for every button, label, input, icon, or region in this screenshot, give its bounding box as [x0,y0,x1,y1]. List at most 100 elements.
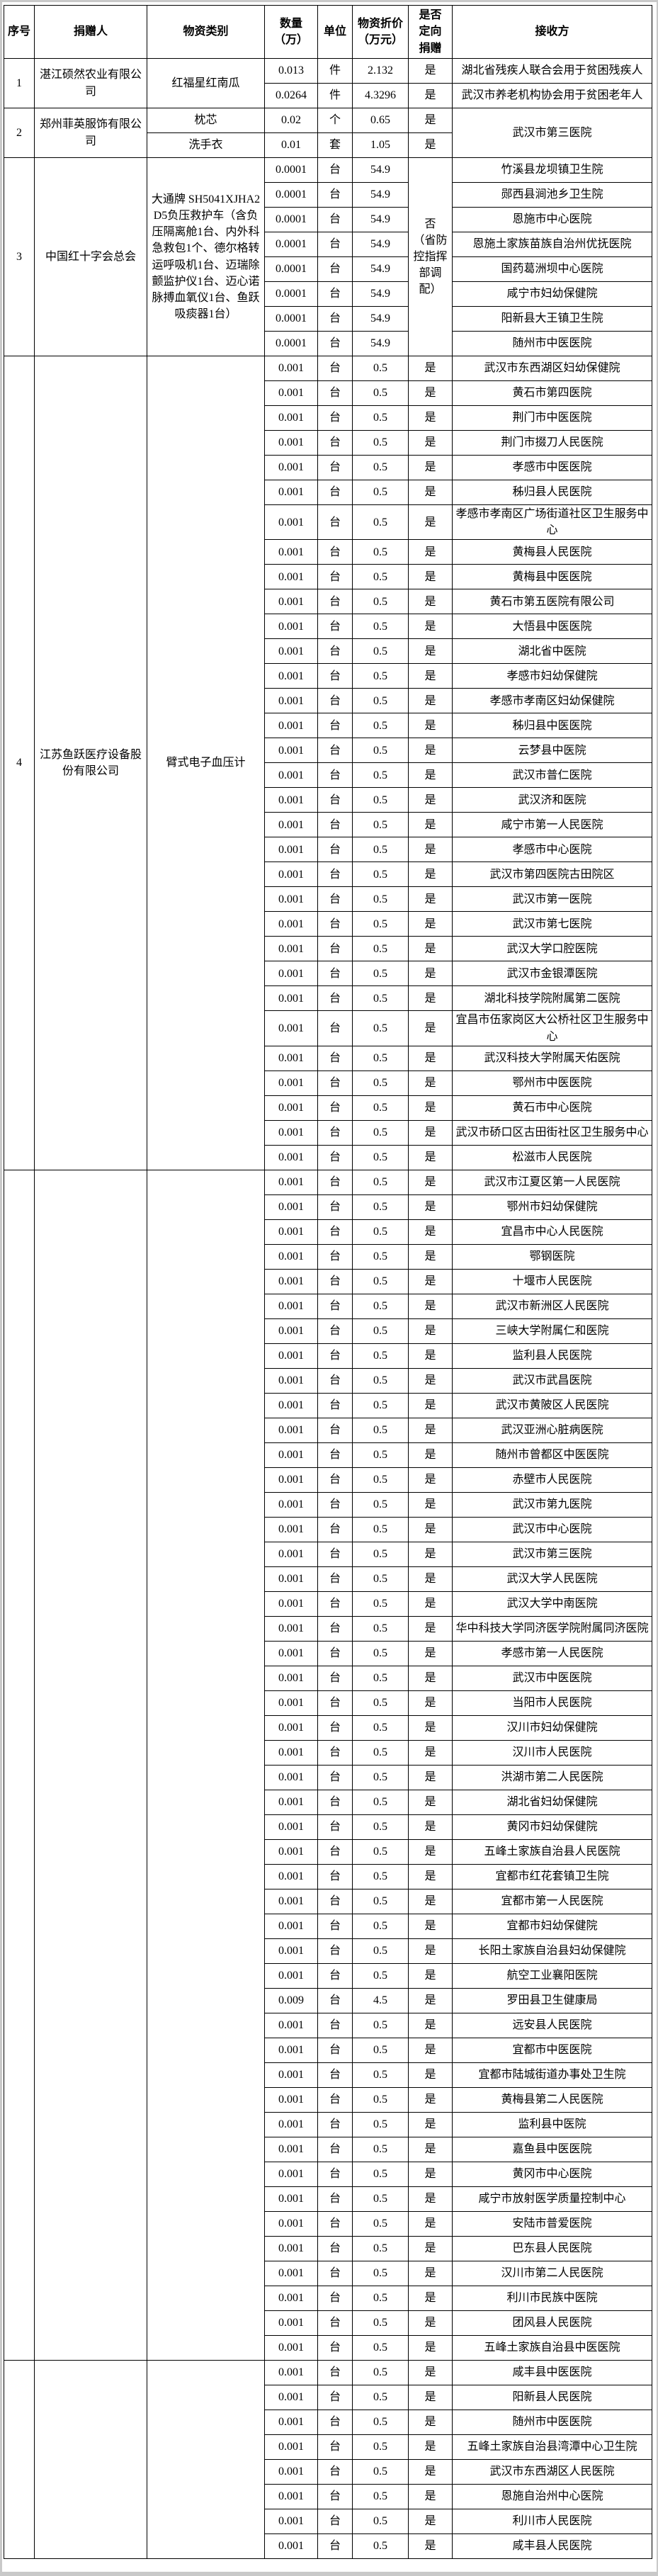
cell-recipient: 安陆市普爱医院 [452,2210,652,2237]
column-header-serial: 序号 [4,5,35,59]
cell-material-value: 0.5 [352,688,409,714]
cell-quantity: 0.001 [264,1591,318,1617]
cell-material-value: 0.5 [352,2136,409,2162]
table-row: 0.001 台 0.5 是武汉市新洲区人民医院 [4,1293,652,1319]
cell-quantity: 0.001 [264,713,318,739]
cell-quantity: 0.001 [264,738,318,764]
cell-directed-donation: 是 [408,1962,453,1989]
cell-unit: 台 [317,1119,353,1146]
cell-recipient: 武汉市江夏区第一人民医院 [452,1169,652,1195]
cell-unit: 台 [317,281,353,307]
cell-unit: 台 [317,1169,353,1195]
cell-recipient: 湖北省中医院 [452,638,652,665]
cell-material-value: 0.5 [352,738,409,764]
cell-unit: 台 [317,2186,353,2212]
cell-unit: 台 [317,2285,353,2311]
cell-unit: 台 [317,2310,353,2336]
cell-recipient: 黄梅县人民医院 [452,539,652,565]
cell-unit: 台 [317,2012,353,2038]
cell-unit: 台 [317,812,353,838]
cell-recipient: 武汉市硚口区古田街社区卫生服务中心 [452,1119,652,1146]
cell-unit: 台 [317,1566,353,1592]
cell-recipient: 竹溪县龙坝镇卫生院 [452,157,652,183]
cell-recipient: 武汉市第三医院 [452,108,652,158]
cell-quantity: 0.001 [264,1119,318,1146]
cell-recipient: 松滋市人民医院 [452,1144,652,1170]
cell-unit: 台 [317,1640,353,1666]
cell-material-value: 0.5 [352,1541,409,1567]
cell-serial-number: 4 [4,356,35,1170]
cell-unit: 台 [317,1938,353,1964]
cell-recipient: 鄂钢医院 [452,1243,652,1270]
cell-material-value: 0.5 [352,405,409,431]
cell-quantity: 0.001 [264,2409,318,2435]
cell-material-value: 0.5 [352,2086,409,2113]
cell-directed-donation: 是 [408,2285,453,2311]
cell-recipient: 鄂州市妇幼保健院 [452,1194,652,1220]
cell-material-value: 0.5 [352,1367,409,1394]
cell-directed-donation: 是 [408,2161,453,2187]
cell-material-value: 0.5 [352,2434,409,2460]
cell-directed-donation: 是 [408,1566,453,1592]
cell-quantity: 0.001 [264,405,318,431]
cell-quantity: 0.001 [264,862,318,888]
cell-recipient: 云梦县中医院 [452,738,652,764]
cell-quantity: 0.009 [264,1987,318,2013]
header-row: 序号 捐赠人 物资类别 数量 （万） 单位 物资折价 （万元） 是否 定向 捐赠 接收方 [4,5,652,59]
cell-material-value: 0.5 [352,1938,409,1964]
cell-directed-donation: 是 [408,2235,453,2261]
cell-quantity: 0.001 [264,1367,318,1394]
cell-directed-donation: 是 [408,1243,453,1270]
cell-recipient: 罗田县卫生健康局 [452,1987,652,2013]
cell-recipient: 五峰土家族自治县人民医院 [452,1838,652,1865]
cell-material-value: 0.5 [352,1318,409,1344]
cell-material-value: 0.5 [352,1070,409,1096]
cell-material-value: 0.5 [352,1789,409,1815]
cell-directed-donation: 是 [408,2310,453,2336]
cell-material-value: 0.5 [352,2235,409,2261]
cell-quantity: 0.001 [264,1665,318,1691]
cell-material-value: 0.5 [352,1913,409,1939]
table-row: 0.001 台 0.5 是安陆市普爱医院 [4,2210,652,2237]
cell-unit: 台 [317,2508,353,2534]
cell-recipient: 随州市曾都区中医医院 [452,1442,652,1468]
cell-donor: 郑州菲英服饰有限公司 [34,108,147,158]
cell-quantity: 0.001 [264,985,318,1012]
cell-recipient: 武汉市东西湖区人民医院 [452,2458,652,2485]
cell-unit: 台 [317,539,353,565]
cell-material-value: 0.5 [352,2062,409,2088]
cell-recipient: 秭归县中医医院 [452,713,652,739]
cell-directed-donation: 是 [408,1838,453,1865]
column-header-value: 物资折价 （万元） [352,5,409,59]
cell-unit: 台 [317,2260,353,2286]
cell-unit: 台 [317,331,353,356]
cell-recipient: 宜都市陆城街道办事处卫生院 [452,2062,652,2088]
cell-directed-donation: 是 [408,2483,453,2509]
cell-material-category: 臂式电子血压计 [147,356,265,1170]
cell-directed-donation: 是 [408,1442,453,1468]
cell-recipient: 团风县人民医院 [452,2310,652,2336]
cell-directed-donation: 是 [408,614,453,640]
cell-unit: 台 [317,1194,353,1220]
cell-directed-donation: 是 [408,862,453,888]
cell-recipient: 汉川市第二人民医院 [452,2260,652,2286]
cell-unit: 台 [317,1343,353,1369]
cell-recipient: 当阳市人民医院 [452,1690,652,1716]
cell-material-category [147,1169,265,2361]
cell-directed-donation: 是 [408,1119,453,1146]
cell-donor [34,1169,147,2361]
cell-directed-donation: 是 [408,1690,453,1716]
cell-directed-donation: 是 [408,1392,453,1418]
table-row: 0.001 台 0.5 是鄂钢医院 [4,1243,652,1270]
cell-recipient: 黄石市第五医院有限公司 [452,589,652,615]
cell-quantity: 0.001 [264,1318,318,1344]
cell-directed-donation: 是 [408,1219,453,1245]
cell-recipient: 随州市中医医院 [452,2409,652,2435]
cell-quantity: 0.001 [264,2483,318,2509]
cell-material-value: 0.5 [352,1615,409,1642]
cell-recipient: 恩施土家族苗族自治州优抚医院 [452,232,652,257]
cell-quantity: 0.001 [264,1194,318,1220]
cell-directed-donation: 是 [408,1863,453,1889]
cell-material-value: 54.9 [352,281,409,307]
cell-recipient: 孝感市中医医院 [452,455,652,480]
